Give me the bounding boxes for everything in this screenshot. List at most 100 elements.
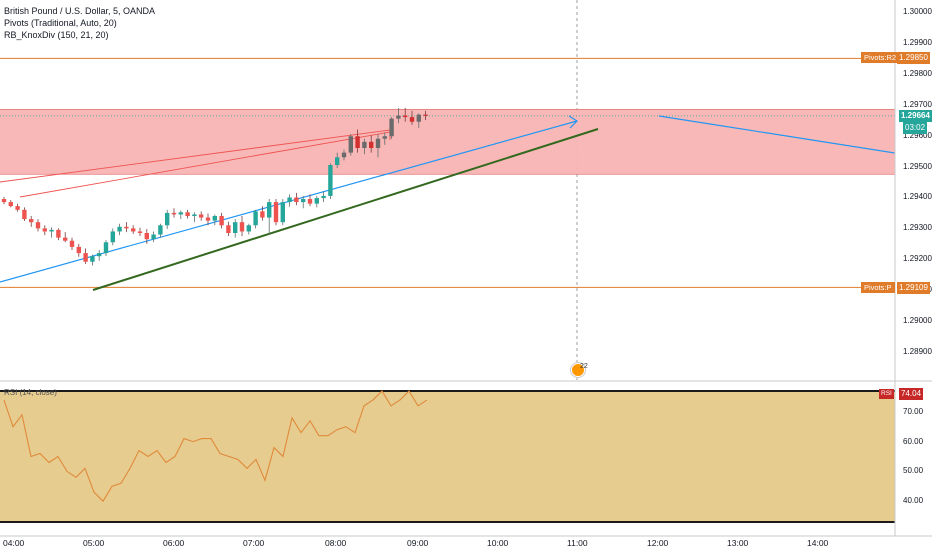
pivot-p-label: Pivots:P [861, 282, 895, 293]
economic-event-icon[interactable] [571, 363, 585, 377]
candle [409, 110, 415, 125]
candle-body [110, 231, 115, 243]
price-tick-label: 1.29300 [903, 223, 932, 233]
candle [117, 223, 122, 236]
pivots-indicator-label[interactable]: Pivots (Traditional, Auto, 20) [4, 18, 117, 28]
candle-body [165, 212, 170, 226]
candle-body [321, 195, 326, 199]
candle-body [348, 136, 353, 153]
rsi-tick-label: 50.00 [903, 466, 924, 476]
rsi-value-tag: 74.04 [899, 388, 924, 400]
candle [389, 117, 394, 139]
candle-body [362, 141, 367, 148]
pivot-lines [0, 57, 895, 288]
candle [253, 209, 258, 229]
candle-body [294, 197, 299, 203]
candle [22, 207, 27, 221]
candle [171, 208, 177, 218]
candle [307, 194, 313, 207]
candle [151, 231, 156, 243]
price-tick-label: 1.29900 [903, 37, 932, 47]
trendline-arrowhead [568, 115, 578, 129]
resistance-zone [0, 108, 895, 175]
price-tick-label: 1.29200 [903, 254, 932, 264]
candle [97, 250, 102, 261]
candle-body [403, 115, 408, 118]
time-tick-label: 06:00 [163, 538, 185, 548]
candle [382, 132, 387, 145]
candle-body [103, 242, 109, 254]
candle [185, 209, 190, 219]
time-tick-label: 05:00 [83, 538, 105, 548]
candle [233, 219, 238, 238]
candle [137, 227, 143, 237]
candle [83, 248, 88, 264]
time-tick-label: 09:00 [407, 538, 429, 548]
price-tick-label: 1.29800 [903, 68, 932, 78]
candle [29, 216, 34, 227]
knoxdiv-indicator-label[interactable]: RB_KnoxDiv (150, 21, 20) [4, 30, 109, 40]
time-tick-label: 12:00 [647, 538, 669, 548]
candle-body [267, 202, 272, 218]
candle-body [423, 114, 428, 116]
candle [375, 134, 381, 158]
candle-body [273, 202, 279, 223]
candle-body [131, 228, 136, 232]
candle-body [199, 214, 204, 218]
candle [396, 107, 401, 124]
pivot-r2-price-tag: 1.29850 [897, 52, 930, 64]
candle [63, 232, 68, 243]
rsi-indicator-label[interactable]: RSI (14, close) [4, 388, 57, 397]
candle-body [29, 219, 34, 223]
candle [158, 223, 163, 238]
candle [403, 107, 408, 122]
candle-body [117, 226, 122, 232]
candle [8, 199, 13, 208]
candle-body [260, 211, 265, 218]
rsi-line [3, 390, 428, 503]
candle-body [83, 253, 88, 262]
candle [287, 194, 292, 207]
candle-body [226, 225, 231, 233]
candle [355, 129, 360, 153]
candle [49, 227, 54, 238]
candle-body [63, 237, 68, 241]
red-divergence-line-2 [19, 131, 391, 198]
candle-body [49, 229, 54, 232]
candle-body [8, 202, 13, 207]
candle [226, 221, 231, 237]
candle-body [1, 199, 7, 203]
candle-body [137, 231, 143, 233]
candle [369, 135, 374, 153]
candle-body [69, 240, 75, 247]
candle-body [185, 212, 190, 216]
candle-body [151, 234, 156, 240]
candle [131, 225, 136, 234]
candle-body [416, 114, 421, 122]
candle-body [341, 152, 347, 158]
candle [124, 222, 129, 233]
candle-body [396, 115, 401, 119]
candle-body [355, 136, 360, 148]
candle [199, 211, 204, 221]
candle [165, 209, 170, 229]
candle-body [178, 212, 183, 215]
candle [69, 237, 75, 250]
candle-body [171, 212, 177, 215]
time-tick-label: 11:00 [567, 538, 588, 548]
price-tick-label: 1.30000 [903, 7, 932, 16]
candle [1, 196, 7, 205]
candle-body [375, 138, 381, 148]
candle-body [239, 222, 245, 232]
candle [335, 152, 340, 169]
candle [219, 212, 224, 229]
candle [294, 192, 299, 206]
candle-body [307, 199, 313, 204]
time-tick-label: 13:00 [727, 538, 749, 548]
candle [56, 228, 61, 241]
candle [321, 191, 326, 203]
candle-body [35, 222, 41, 229]
candle [178, 210, 183, 220]
